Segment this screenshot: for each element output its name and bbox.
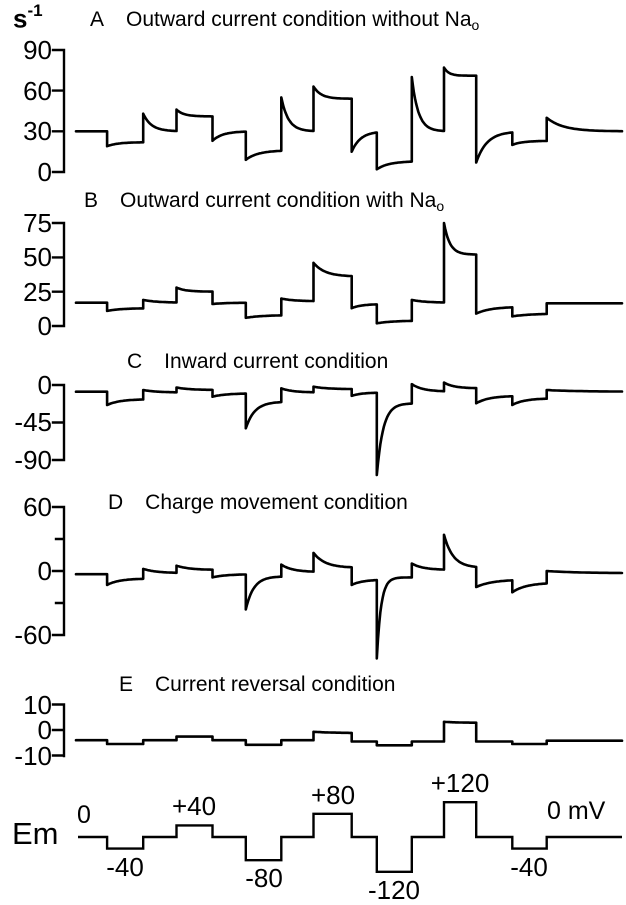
panel-e-title-text: Current reversal condition <box>155 673 396 696</box>
em-pulse-label-2: -80 <box>245 863 283 893</box>
panel-d-title-text: Charge movement condition <box>145 491 408 514</box>
em-pulse-label-6: -40 <box>510 852 548 882</box>
axis-B <box>51 221 66 328</box>
panel-b-title: B Outward current condition with Nao <box>84 189 445 214</box>
panel-C-ytick--45: -45 <box>14 407 52 437</box>
panel-E-ytick--10: -10 <box>14 741 52 771</box>
panel-c-title-text: Inward current condition <box>164 350 389 373</box>
panel-E-ytick-0: 0 <box>37 715 52 745</box>
axis-E <box>51 703 66 758</box>
em-end-voltage-label: 0 mV <box>547 797 606 825</box>
axis-A <box>51 48 66 174</box>
panel-C-ytick--90: -90 <box>14 445 52 475</box>
panel-e-letter: E <box>119 673 134 696</box>
em-pulse-label-1: +40 <box>171 791 217 821</box>
panel-B-ytick-50: 50 <box>23 242 52 272</box>
panel-a-letter: A <box>90 8 105 31</box>
trace-A <box>74 66 624 171</box>
panel-e-title: E Current reversal condition <box>119 673 395 696</box>
em-axis-label: Em <box>12 816 59 851</box>
panel-B-ytick-0: 0 <box>37 311 52 341</box>
trace-D <box>74 533 624 660</box>
em-pulse-label-3: +80 <box>310 780 356 810</box>
panel-B-ytick-25: 25 <box>23 277 52 307</box>
trace-B <box>74 221 624 325</box>
panel-D-ytick-0: 0 <box>37 556 52 586</box>
panel-B-ytick-75: 75 <box>23 208 52 238</box>
panel-b-title-text: Outward current condition with Na <box>120 189 437 212</box>
panel-c-title: C Inward current condition <box>127 350 388 373</box>
panel-D-ytick--60: -60 <box>14 620 52 650</box>
panel-C-ytick-0: 0 <box>37 370 52 400</box>
em-start-voltage-label: 0 <box>77 801 91 829</box>
panel-d-title: D Charge movement condition <box>108 491 408 514</box>
panel-a-title-text: Outward current condition without Na <box>126 8 472 31</box>
axis-D <box>51 505 66 637</box>
trace-C <box>74 381 624 477</box>
panel-A-ytick-0: 0 <box>37 157 52 187</box>
panel-a-title: A Outward current condition without Nao <box>90 8 480 33</box>
panel-a-title-subscript: o <box>471 17 480 33</box>
panel-A-ytick-90: 90 <box>23 35 52 65</box>
trace-Em <box>78 801 622 873</box>
em-pulse-label-0: -40 <box>106 852 144 882</box>
unit-base: s <box>13 3 28 34</box>
panel-d-letter: D <box>108 491 124 514</box>
panel-c-letter: C <box>127 350 143 373</box>
unit-exponent: -1 <box>27 1 43 20</box>
em-pulse-label-4: -120 <box>367 875 421 905</box>
em-pulse-label-5: +120 <box>430 768 490 798</box>
panel-E-ytick-10: 10 <box>23 690 52 720</box>
panel-A-ytick-60: 60 <box>23 76 52 106</box>
axis-C <box>51 383 66 462</box>
panel-b-title-subscript: o <box>436 198 445 214</box>
panel-D-ytick-60: 60 <box>23 492 52 522</box>
panel-b-letter: B <box>84 189 99 212</box>
trace-E <box>74 720 624 747</box>
panel-A-ytick-30: 30 <box>23 116 52 146</box>
y-axis-unit-label: s-1 <box>13 1 43 34</box>
